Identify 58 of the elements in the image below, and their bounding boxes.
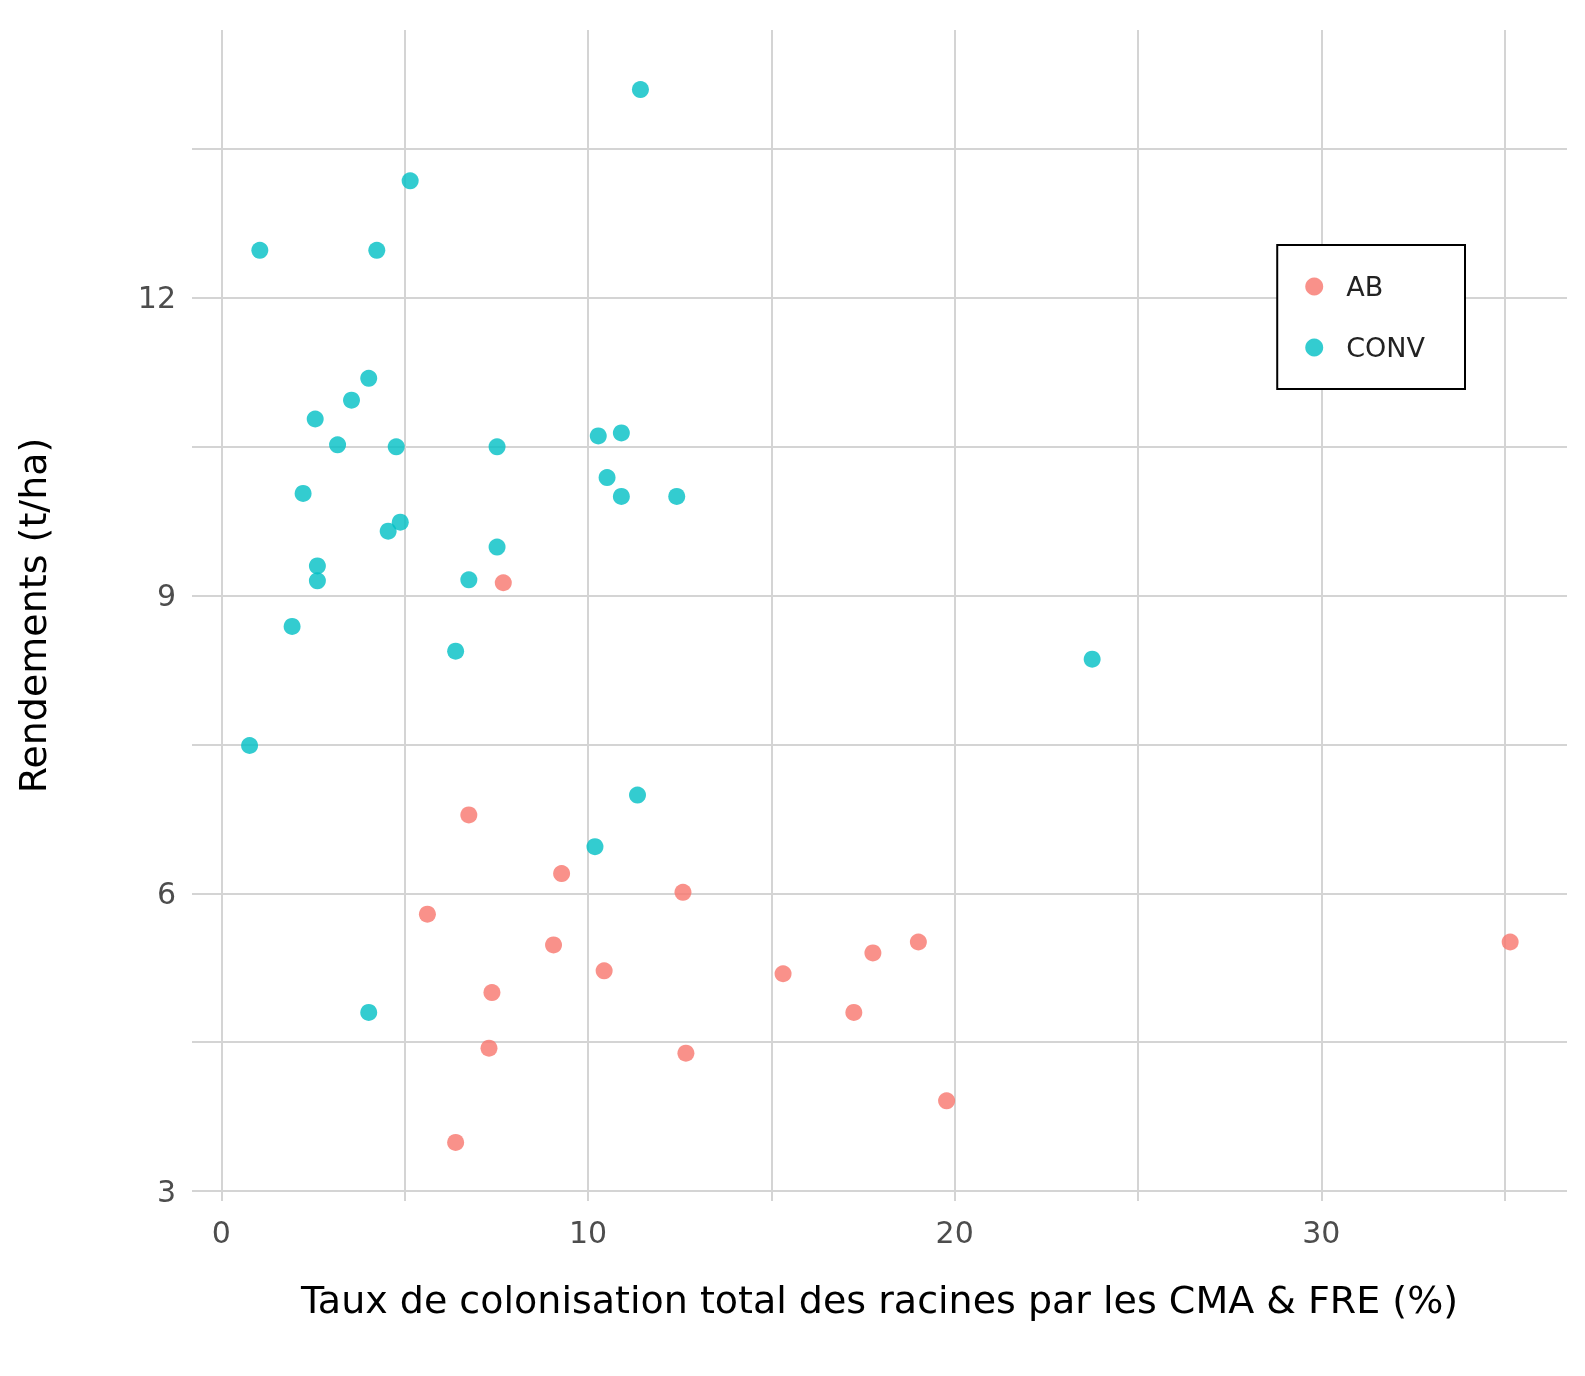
point	[241, 737, 259, 754]
point	[595, 962, 613, 980]
point	[674, 883, 692, 901]
point	[612, 424, 630, 442]
point	[864, 944, 882, 962]
y-tick-label: 3	[156, 1173, 176, 1209]
point	[1501, 933, 1519, 951]
point	[677, 1044, 695, 1062]
point	[368, 241, 386, 259]
point	[612, 487, 630, 505]
point	[360, 1003, 378, 1021]
point	[308, 572, 326, 590]
point	[488, 538, 506, 556]
point	[586, 838, 604, 856]
point	[774, 965, 792, 983]
point	[553, 865, 571, 883]
point	[938, 1092, 956, 1110]
point	[294, 484, 312, 502]
point	[447, 1133, 465, 1151]
point	[343, 391, 360, 409]
point	[329, 436, 347, 454]
point	[360, 369, 378, 387]
legend-label: AB	[1346, 271, 1384, 302]
x-tick-label: 0	[211, 1214, 231, 1250]
x-tick-label: 30	[1302, 1214, 1341, 1250]
x-axis-title: Taux de colonisation total des racines par les CMA & FRE (%)	[299, 1278, 1459, 1322]
y-tick-label: 6	[156, 875, 176, 911]
point	[460, 806, 478, 824]
point	[391, 513, 409, 531]
point	[668, 487, 686, 505]
point	[379, 522, 397, 540]
y-tick-label: 9	[156, 578, 176, 614]
point	[308, 557, 326, 575]
point	[460, 571, 478, 589]
x-tick-label: 20	[935, 1214, 974, 1250]
point	[589, 427, 607, 445]
legend-label: CONV	[1346, 332, 1426, 363]
point	[545, 936, 563, 954]
point	[631, 81, 649, 99]
point	[629, 786, 646, 804]
point	[488, 438, 506, 456]
x-tick-label: 10	[568, 1214, 608, 1250]
point	[1083, 650, 1101, 668]
point	[909, 933, 927, 951]
point	[283, 617, 301, 635]
point	[483, 984, 501, 1002]
point	[401, 172, 419, 190]
point	[598, 469, 616, 487]
point	[447, 642, 465, 660]
point	[251, 241, 269, 259]
point	[418, 905, 436, 923]
point	[387, 438, 405, 456]
point	[306, 410, 324, 428]
y-axis-title: Rendements (t/ha)	[11, 437, 55, 794]
point	[494, 574, 512, 592]
y-tick-label: 12	[137, 280, 176, 316]
point	[845, 1003, 863, 1021]
point	[480, 1039, 498, 1057]
